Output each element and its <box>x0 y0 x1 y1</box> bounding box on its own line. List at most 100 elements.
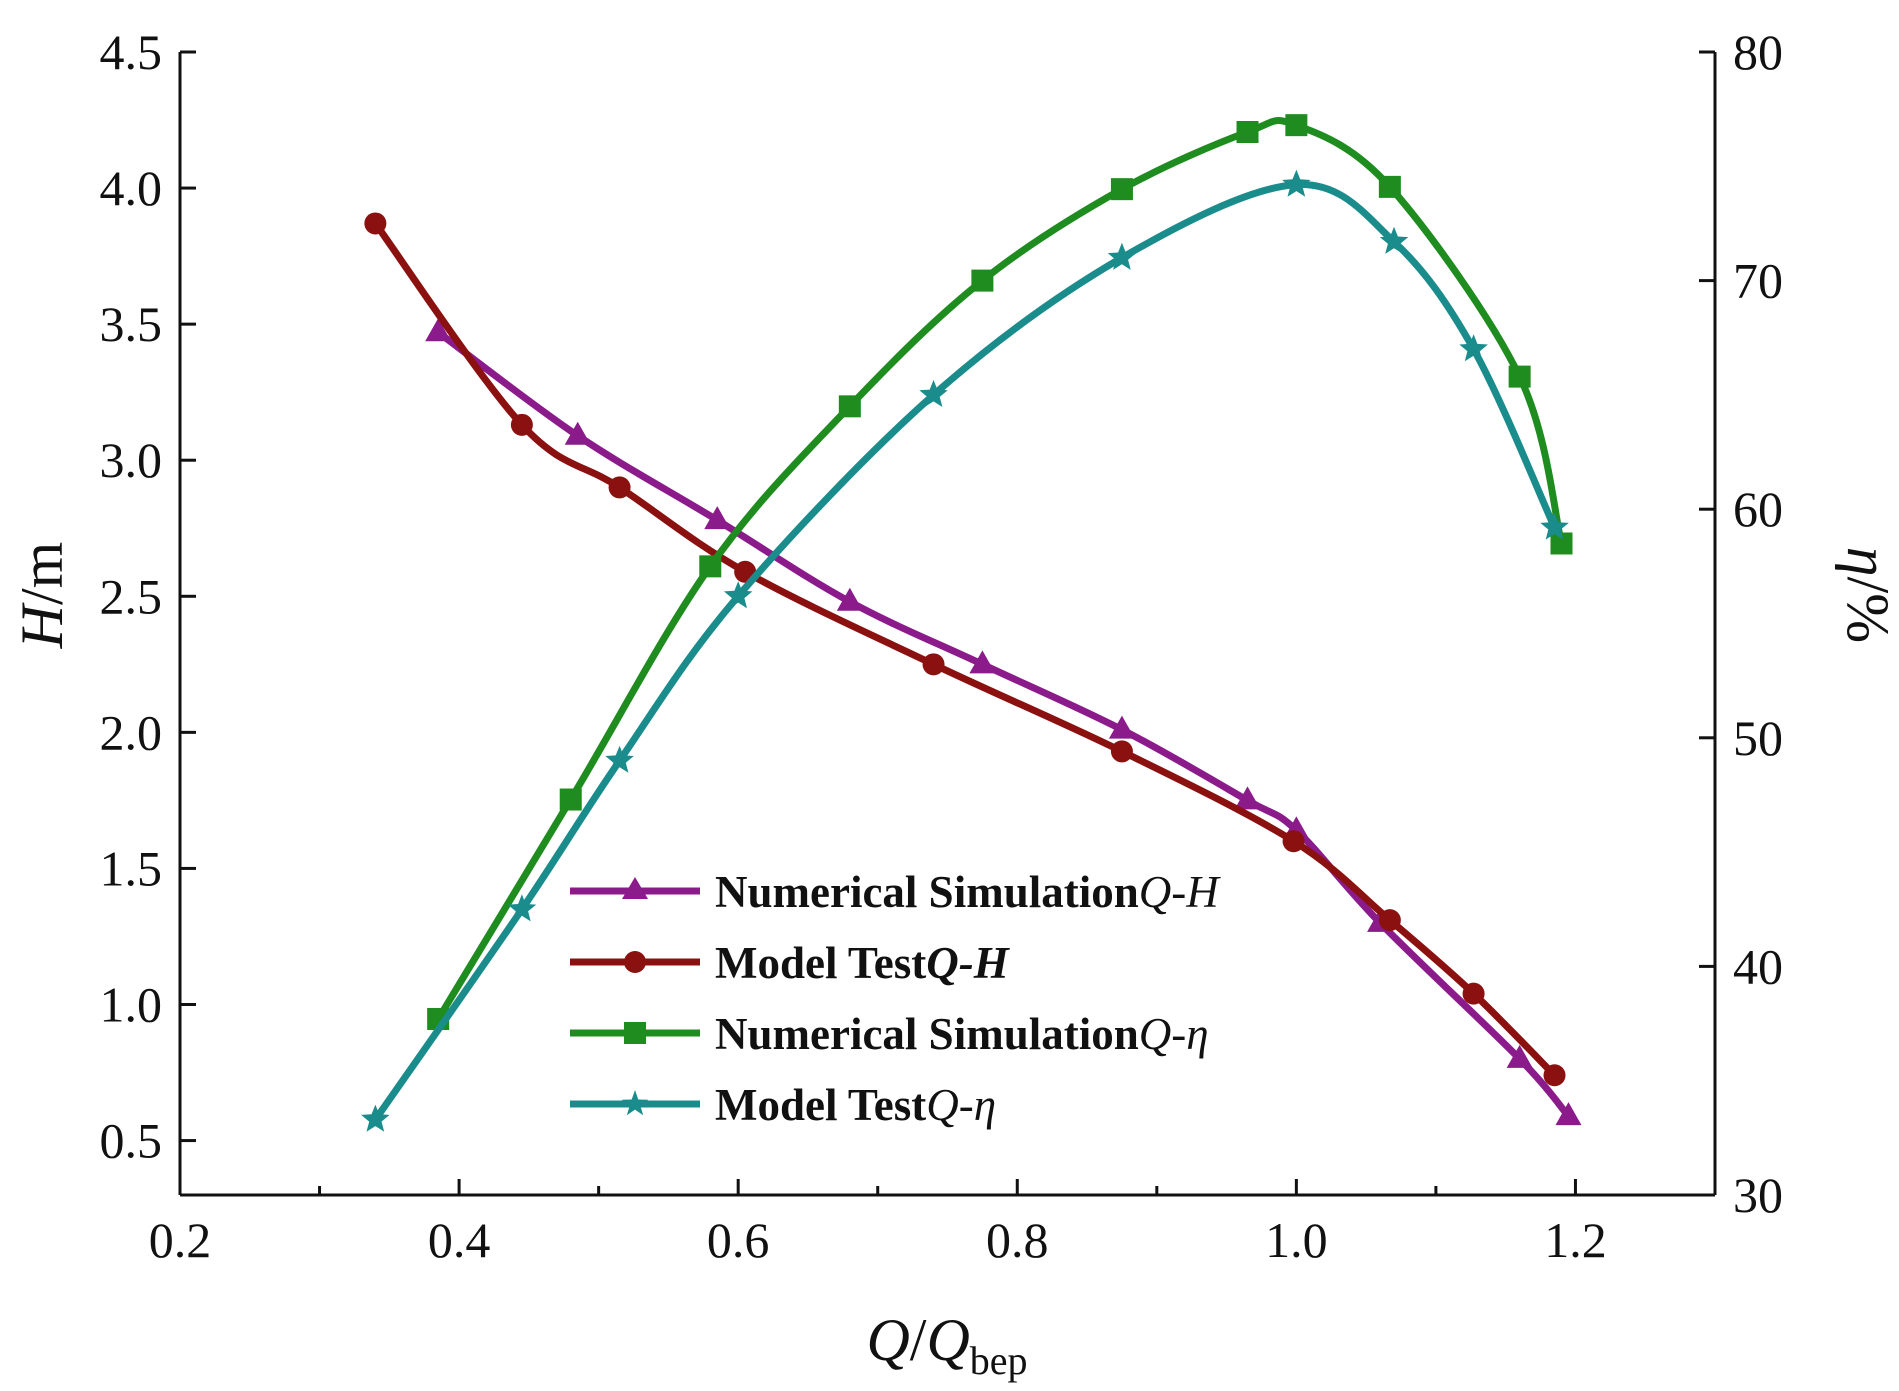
x-tick-label-1: 1.0 <box>1265 1212 1328 1268</box>
y-right-tick-label-80: 80 <box>1733 24 1783 80</box>
data-point-model-qh-9 <box>1543 1064 1566 1087</box>
y-right-axis-title-var: η <box>1835 547 1899 577</box>
legend-label-model-qh: Model TestQ-H <box>715 938 1011 988</box>
series-model-qh <box>364 212 1566 1087</box>
y-right-tick-label-30: 30 <box>1733 1167 1783 1223</box>
data-point-numerical-qeta-10 <box>1550 532 1573 555</box>
data-point-model-qeta-8 <box>1459 334 1488 362</box>
data-point-model-qeta-0 <box>361 1104 390 1132</box>
legend-suffix-model-qh: Q-H <box>926 938 1010 988</box>
series-numerical-qeta <box>427 114 1573 1030</box>
data-point-model-qh-2 <box>608 476 631 499</box>
data-point-numerical-qeta-1 <box>559 788 582 811</box>
data-point-numerical-qh-1 <box>564 421 591 445</box>
data-point-numerical-qeta-6 <box>1236 121 1259 144</box>
y-right-axis-title-unit: /% <box>1835 577 1899 644</box>
x-axis-title-denominator: Q <box>926 1307 969 1373</box>
data-point-numerical-qh-5 <box>1108 715 1135 739</box>
data-point-model-qeta-1 <box>507 894 537 922</box>
legend-label-numerical-qh: Numerical SimulationQ-H <box>715 867 1221 917</box>
data-point-model-qeta-7 <box>1379 226 1409 254</box>
data-point-numerical-qh-6 <box>1234 786 1261 810</box>
series-model-qeta <box>361 169 1569 1132</box>
legend-suffix-numerical-qh: Q-H <box>1139 867 1221 917</box>
legend-marker-numerical-qh <box>622 877 648 899</box>
data-point-model-qeta-9 <box>1540 512 1569 540</box>
data-point-numerical-qh-0 <box>425 318 452 342</box>
series-line-numerical-qh <box>434 328 1572 1120</box>
y-left-tick-label-3-5: 3.5 <box>100 296 163 352</box>
data-point-model-qeta-6 <box>1282 169 1311 197</box>
legend-entry-numerical-qh: Numerical SimulationQ-H <box>570 867 1221 917</box>
x-axis-title: Q/Qbep <box>866 1307 1027 1383</box>
legend-label-model-qeta: Model TestQ-η <box>715 1080 996 1130</box>
data-point-model-qh-6 <box>1282 830 1305 853</box>
data-point-numerical-qeta-7 <box>1285 114 1308 137</box>
y-left-axis-title: H/m <box>9 542 75 650</box>
y-right-tick-label-70: 70 <box>1733 253 1783 309</box>
data-point-numerical-qh-10 <box>1555 1102 1582 1126</box>
data-point-model-qeta-5 <box>1107 242 1137 270</box>
legend-entry-model-qh: Model TestQ-H <box>570 938 1011 988</box>
legend-marker-numerical-qeta <box>624 1022 646 1044</box>
legend-entry-model-qeta: Model TestQ-η <box>570 1080 996 1130</box>
y-left-axis-title-unit: /m <box>9 542 75 605</box>
data-point-numerical-qeta-4 <box>971 269 994 292</box>
x-tick-label-1-2: 1.2 <box>1544 1212 1607 1268</box>
data-point-numerical-qh-2 <box>704 506 731 530</box>
data-point-numerical-qeta-8 <box>1378 175 1401 198</box>
data-point-model-qeta-4 <box>919 379 948 407</box>
x-axis-ticks: 0.2 0.4 0.6 0.8 1.0 1.2 <box>149 1179 1607 1268</box>
legend-suffix-model-qeta: Q-η <box>926 1080 996 1130</box>
legend: Numerical SimulationQ-H Model TestQ-H Nu… <box>570 867 1221 1130</box>
legend-marker-model-qeta <box>621 1090 649 1116</box>
series-layer <box>361 114 1582 1132</box>
y-left-tick-label-0-5: 0.5 <box>100 1113 163 1169</box>
x-axis-title-subscript: bep <box>970 1338 1028 1383</box>
legend-entry-numerical-qeta: Numerical SimulationQ-η <box>570 1009 1209 1059</box>
data-point-model-qh-7 <box>1378 909 1401 932</box>
y-right-tick-label-40: 40 <box>1733 938 1783 994</box>
data-point-model-qh-1 <box>510 413 533 436</box>
y-right-tick-label-50: 50 <box>1733 710 1783 766</box>
y-left-tick-label-2: 2.0 <box>100 704 163 760</box>
data-point-numerical-qeta-9 <box>1508 365 1531 388</box>
x-tick-label-0-6: 0.6 <box>707 1212 770 1268</box>
y-left-tick-label-4-5: 4.5 <box>100 24 163 80</box>
data-point-numerical-qh-4 <box>969 650 996 674</box>
data-point-model-qeta-3 <box>723 581 753 609</box>
data-point-numerical-qeta-3 <box>838 395 861 418</box>
y-right-axis-ticks: 30 40 50 60 70 80 <box>1699 24 1783 1223</box>
data-point-model-qeta-2 <box>605 745 634 773</box>
series-line-model-qeta <box>371 181 1558 1124</box>
data-point-model-qh-4 <box>922 653 945 676</box>
legend-text-model-qh: Model Test <box>715 938 926 988</box>
legend-marker-model-qh <box>624 951 646 973</box>
x-axis-title-var: Q <box>866 1307 909 1373</box>
y-left-tick-label-1: 1.0 <box>100 977 163 1033</box>
y-right-tick-label-60: 60 <box>1733 481 1783 537</box>
legend-suffix-numerical-qeta: Q-η <box>1139 1009 1209 1059</box>
series-line-numerical-qeta <box>434 116 1565 1023</box>
data-point-numerical-qeta-2 <box>699 555 722 578</box>
x-tick-label-0-2: 0.2 <box>149 1212 212 1268</box>
y-left-tick-label-4: 4.0 <box>100 160 163 216</box>
data-point-model-qh-0 <box>364 212 387 235</box>
y-left-axis-title-var: H <box>9 601 75 649</box>
y-left-tick-label-2-5: 2.5 <box>100 568 163 624</box>
y-left-tick-label-1-5: 1.5 <box>100 840 163 896</box>
legend-text-numerical-qeta: Numerical Simulation <box>715 1009 1139 1059</box>
data-point-numerical-qh-3 <box>836 587 863 611</box>
x-tick-label-0-4: 0.4 <box>428 1212 491 1268</box>
y-right-axis-title: η/% <box>1835 547 1899 643</box>
legend-text-model-qeta: Model Test <box>715 1080 926 1130</box>
data-point-numerical-qeta-5 <box>1110 178 1133 201</box>
legend-label-numerical-qeta: Numerical SimulationQ-η <box>715 1009 1209 1059</box>
legend-text-numerical-qh: Numerical Simulation <box>715 867 1139 917</box>
series-line-model-qh <box>371 220 1558 1079</box>
data-point-model-qh-8 <box>1462 982 1485 1005</box>
y-left-tick-label-3: 3.0 <box>100 432 163 488</box>
x-tick-label-0-8: 0.8 <box>986 1212 1049 1268</box>
